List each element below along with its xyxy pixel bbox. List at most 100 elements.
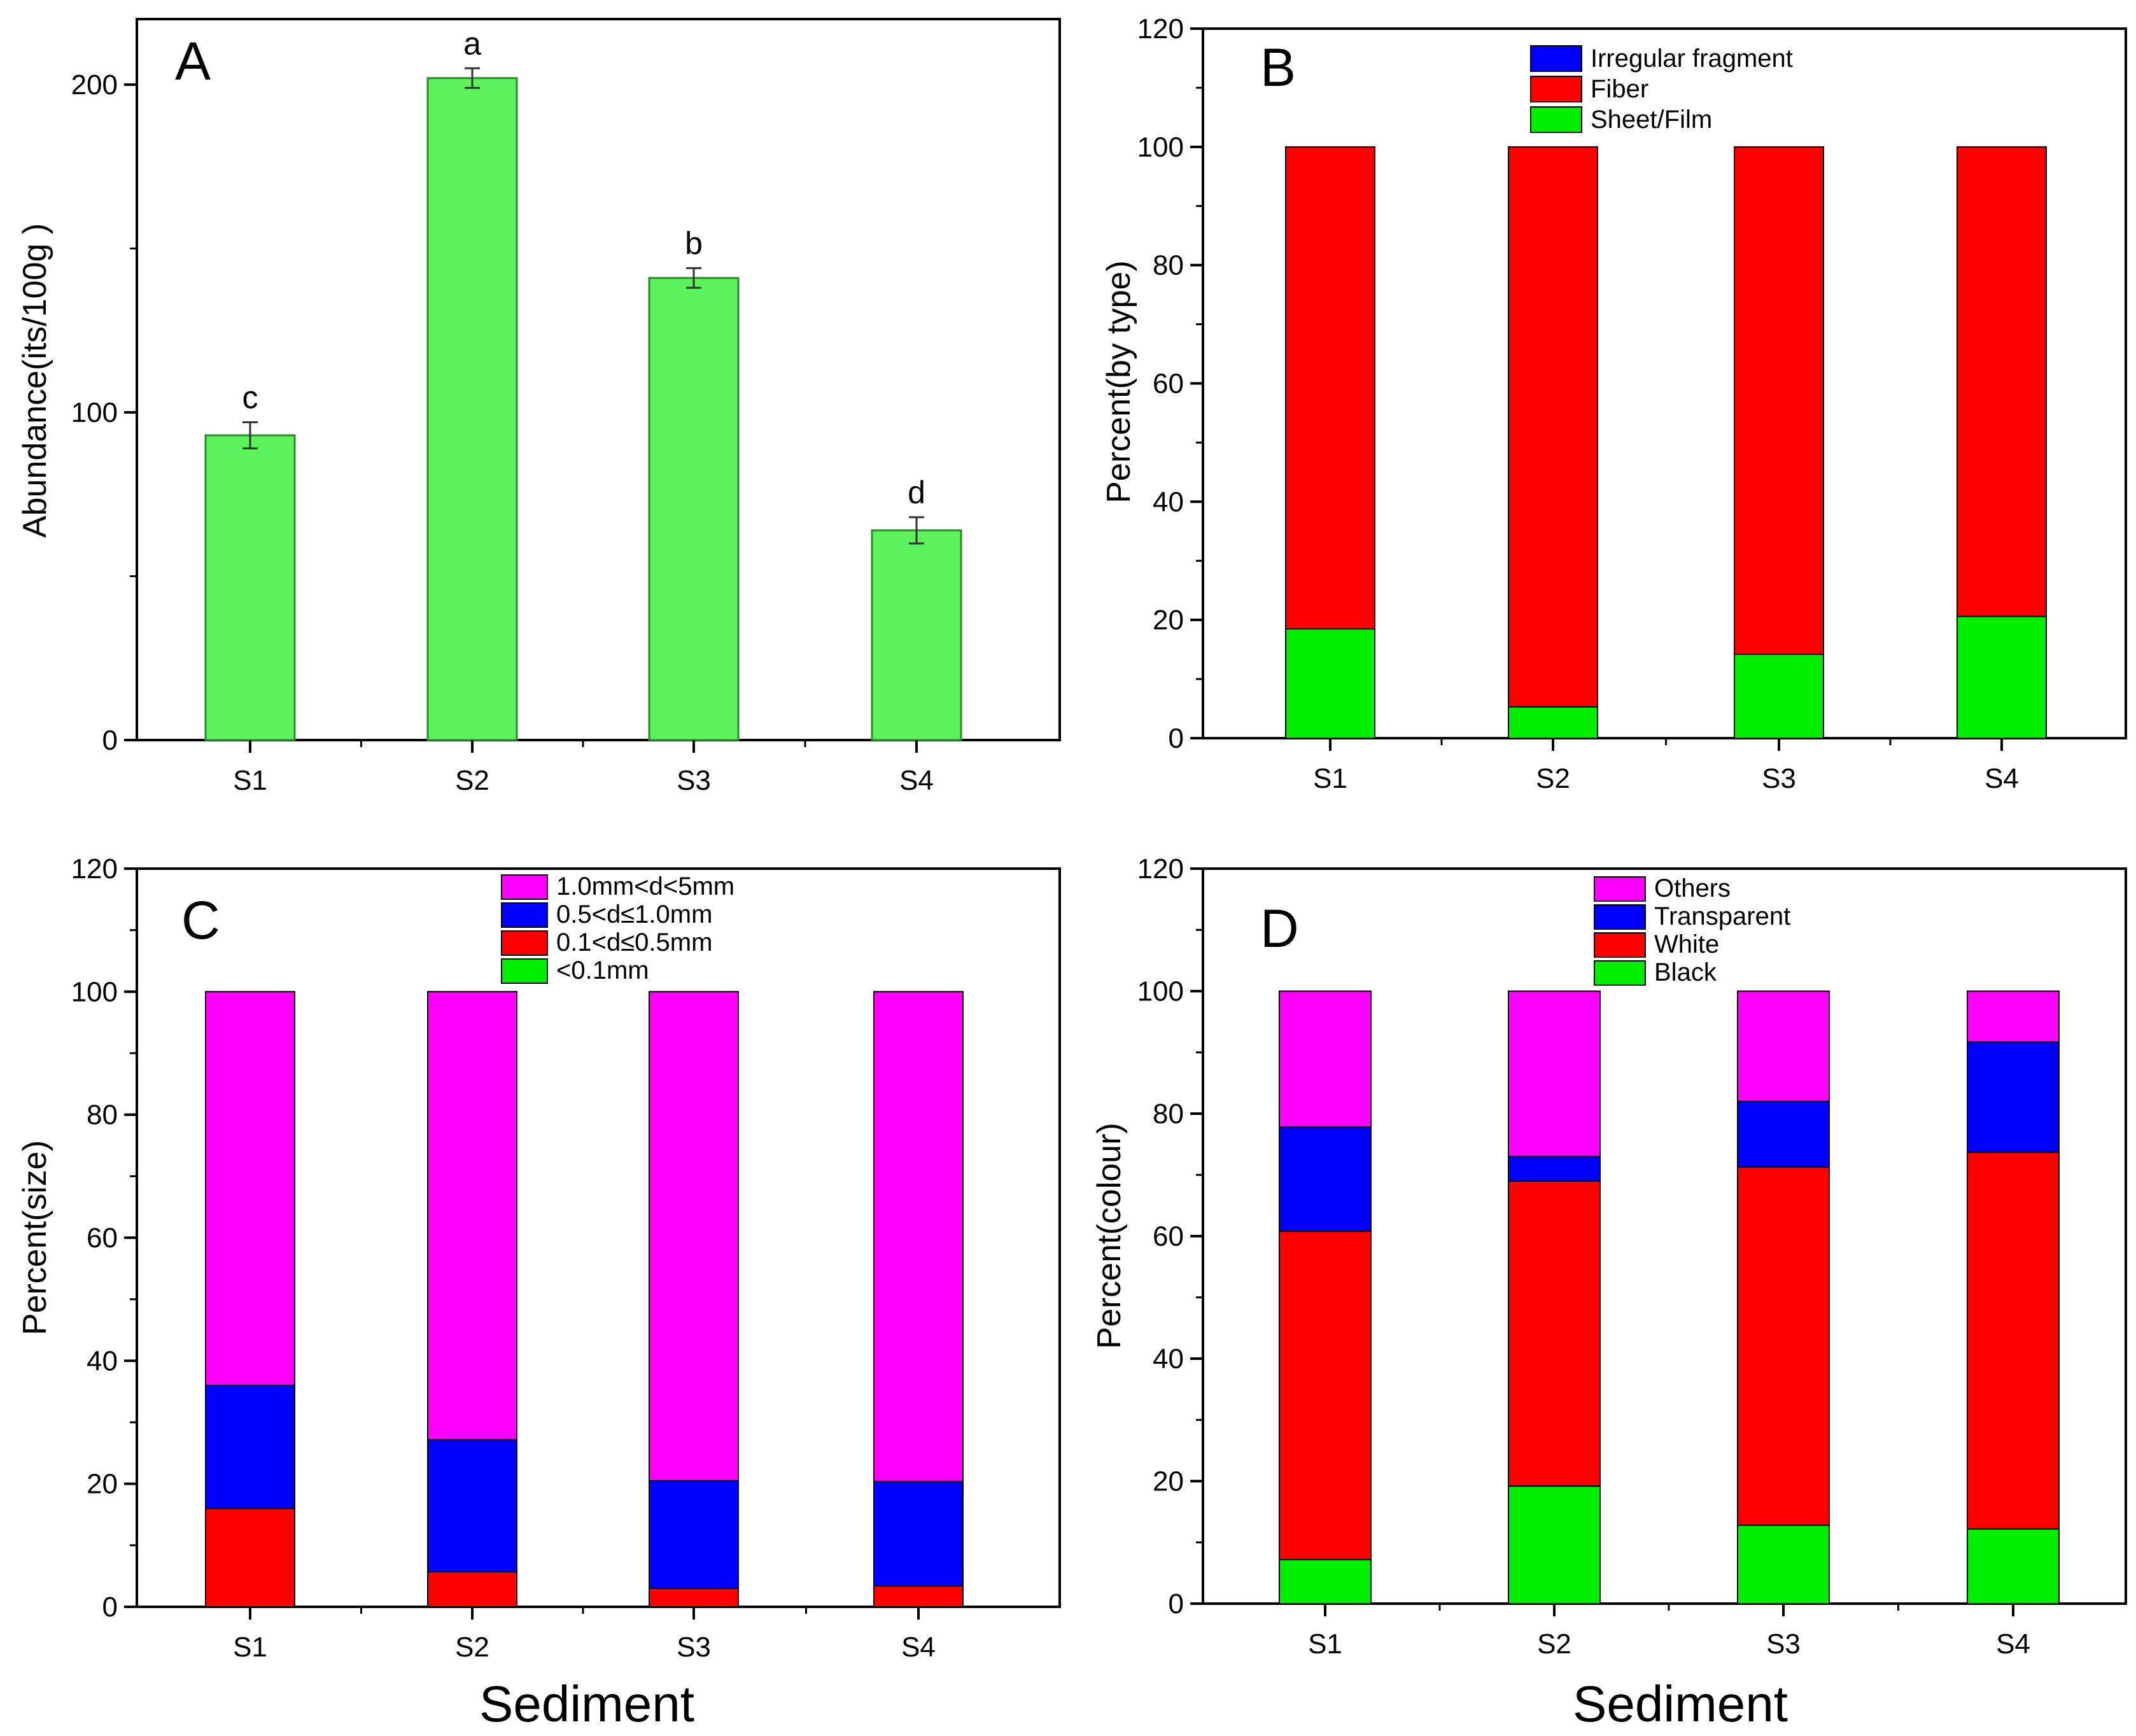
panel-c-x-axis-title: Sediment: [479, 1676, 694, 1732]
panel-b-y-tick-label: 40: [1153, 486, 1184, 517]
panel-d-bar-segment: [1967, 1528, 2060, 1604]
panel-c-legend-swatch: [501, 930, 548, 956]
panel-c-legend-swatch: [501, 874, 548, 900]
panel-b-y-tick-label: 20: [1153, 605, 1184, 636]
panel-c-x-tick-label: S1: [233, 1632, 267, 1663]
panel-b-y-tick-label: 60: [1153, 368, 1184, 400]
panel-d-bar-segment: [1967, 1151, 2060, 1530]
panel-a-x-axis: S1 S2 S3 S4: [233, 740, 934, 796]
panel-b-legend-label: Irregular fragment: [1591, 45, 1793, 73]
panel-a-bar-s2: [426, 77, 518, 741]
panel-c-x-axis: S1 S2 S3 S4: [233, 1607, 936, 1663]
panel-b-bar-segment: [1957, 146, 2047, 617]
panel-d-y-tick-label: 60: [1153, 1221, 1184, 1252]
panel-c-legend-label: <0.1mm: [556, 956, 649, 984]
panel-a: A Abundance(its/100g ) c a b d 0 100 200 S1 S2…: [17, 18, 1061, 796]
panel-d-legend-label: Others: [1654, 874, 1731, 902]
panel-c-legend-swatch: [501, 902, 548, 928]
panel-d-bar-segment: [1737, 990, 1830, 1102]
panel-a-x-tick-label: S3: [677, 765, 711, 796]
panel-b-x-tick-label: S2: [1536, 763, 1570, 794]
panel-b-legend-label: Fiber: [1591, 75, 1648, 103]
panel-d-x-axis: S1 S2 S3 S4: [1308, 1604, 2030, 1660]
panel-b: B Percent(by type) Irregular fragmentFib…: [1100, 13, 2127, 794]
panel-b-x-tick-label: S4: [1985, 763, 2019, 794]
panel-c-y-tick-label: 120: [71, 853, 118, 885]
panel-d-bar-segment: [1508, 990, 1601, 1158]
panel-c-bar-segment: [205, 1508, 295, 1607]
panel-a-y-tick-label: 200: [71, 69, 118, 101]
panel-a-letter: A: [175, 31, 211, 91]
panel-b-bar-segment: [1734, 146, 1824, 655]
panel-d-bar-segment: [1279, 1230, 1372, 1560]
panel-b-bar-segment: [1285, 146, 1375, 630]
panel-c-x-tick-label: S2: [455, 1632, 489, 1663]
panel-d-legend-swatch: [1594, 932, 1646, 958]
panel-a-y-axis-title: Abundance(its/100g ): [17, 223, 53, 538]
panel-c-letter: C: [181, 890, 220, 950]
panel-a-y-tick-label: 100: [71, 397, 118, 428]
panel-c-bar-segment: [649, 991, 739, 1481]
panel-b-x-tick-label: S3: [1762, 763, 1796, 794]
panel-a-x-tick-label: S2: [455, 765, 489, 796]
panel-c-legend-label: 0.5<d≤1.0mm: [556, 900, 712, 928]
panel-b-bar-segment: [1508, 146, 1598, 708]
panel-b-y-tick-label: 80: [1153, 250, 1184, 281]
panel-c-bar-segment: [873, 1480, 964, 1587]
panel-c-bar-segment: [427, 991, 517, 1441]
panel-d-bar-segment: [1508, 1485, 1601, 1604]
panel-b-legend-swatch: [1530, 106, 1582, 133]
panel-b-y-tick-label: 100: [1137, 132, 1184, 163]
panel-c-y-axis-title: Percent(size): [17, 1140, 53, 1335]
panel-b-letter: B: [1260, 38, 1296, 97]
panel-b-legend-swatch: [1530, 45, 1582, 72]
panel-c-y-tick-label: 100: [71, 976, 118, 1007]
panel-b-bar-segment: [1285, 628, 1375, 739]
panel-b-legend-swatch: [1530, 76, 1582, 102]
panel-d-x-axis-title: Sediment: [1573, 1676, 1788, 1732]
panel-d-bar-segment: [1967, 1041, 2060, 1153]
panel-a-plot-frame: [136, 18, 1061, 741]
panel-b-bar-segment: [1734, 654, 1824, 739]
panel-d-x-tick-label: S4: [1996, 1628, 2030, 1660]
panel-c-y-tick-label: 20: [87, 1469, 118, 1500]
panel-d-legend-label: Black: [1654, 958, 1717, 986]
panel-c-bar-segment: [205, 991, 295, 1387]
panel-d: D Percent(colour) OthersTransparentWhite…: [1091, 853, 2127, 1660]
panel-c-legend-label: 0.1<d≤0.5mm: [556, 928, 712, 956]
panel-d-y-axis: 0 20 40 60 80 100 120: [1137, 853, 1203, 1620]
panel-c-bar-segment: [873, 1585, 964, 1607]
panel-c-y-tick-label: 40: [87, 1345, 118, 1376]
panel-c-bar-segment: [649, 1480, 739, 1589]
panel-d-bar-segment: [1737, 1100, 1830, 1168]
panel-d-bar-segment: [1737, 1166, 1830, 1526]
panel-b-legend-label: Sheet/Film: [1591, 106, 1712, 134]
panel-a-significance-letter: c: [242, 379, 258, 415]
panel-a-significance-letter: a: [463, 25, 481, 61]
panel-c: C Percent(size) 1.0mm<d<5mm0.5<d≤1.0mm0.…: [17, 853, 1061, 1663]
panel-c-y-tick-label: 60: [87, 1222, 118, 1254]
panel-c-y-axis: 0 20 40 60 80 100 120: [71, 853, 137, 1623]
panel-d-x-tick-label: S3: [1766, 1628, 1801, 1660]
panel-c-y-tick-label: 80: [87, 1100, 118, 1131]
panel-d-legend-swatch: [1594, 960, 1646, 986]
panel-b-x-tick-label: S1: [1313, 763, 1347, 794]
panel-a-significance-letters: c a b d: [242, 25, 925, 510]
panel-d-y-tick-label: 80: [1153, 1098, 1184, 1130]
panel-d-bar-segment: [1508, 1156, 1601, 1182]
panel-d-bar-segment: [1279, 1558, 1372, 1604]
panel-d-x-tick-label: S1: [1308, 1628, 1342, 1660]
panel-a-significance-letter: b: [685, 225, 703, 261]
panel-a-bar-s1: [204, 434, 296, 741]
panel-c-bar-segment: [205, 1385, 295, 1509]
panel-d-legend-swatch: [1594, 904, 1646, 930]
panel-d-bars: [1279, 990, 2060, 1605]
panel-c-bar-segment: [427, 1439, 517, 1572]
panel-c-bar-segment: [649, 1588, 739, 1607]
panel-d-y-tick-label: 20: [1153, 1466, 1184, 1497]
panel-a-error-bars: [242, 67, 924, 545]
panel-d-bar-segment: [1967, 990, 2060, 1043]
panel-b-bar-segment: [1508, 706, 1598, 739]
